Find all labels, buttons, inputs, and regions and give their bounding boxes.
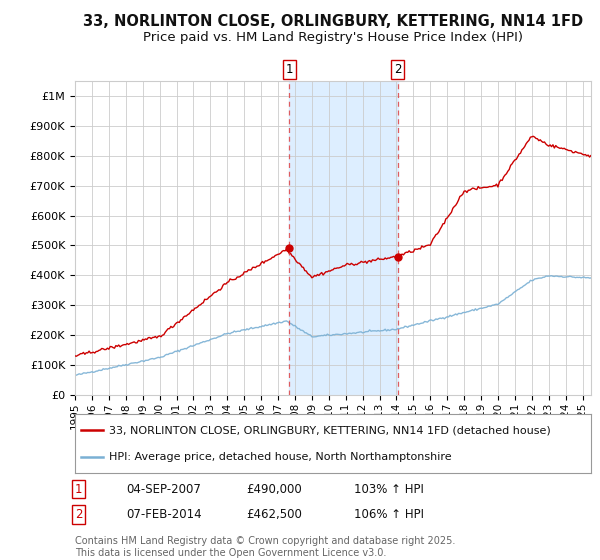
Text: 2: 2 (394, 63, 401, 76)
Text: 33, NORLINTON CLOSE, ORLINGBURY, KETTERING, NN14 1FD (detached house): 33, NORLINTON CLOSE, ORLINGBURY, KETTERI… (109, 425, 550, 435)
Text: 1: 1 (286, 63, 293, 76)
Text: £490,000: £490,000 (246, 483, 302, 496)
Text: 2: 2 (75, 508, 83, 521)
Text: 103% ↑ HPI: 103% ↑ HPI (354, 483, 424, 496)
Text: 33, NORLINTON CLOSE, ORLINGBURY, KETTERING, NN14 1FD: 33, NORLINTON CLOSE, ORLINGBURY, KETTERI… (83, 14, 583, 29)
Bar (289, 81, 398, 395)
Text: HPI: Average price, detached house, North Northamptonshire: HPI: Average price, detached house, Nort… (109, 452, 451, 463)
Text: 04-SEP-2007: 04-SEP-2007 (126, 483, 201, 496)
Text: Price paid vs. HM Land Registry's House Price Index (HPI): Price paid vs. HM Land Registry's House … (143, 31, 523, 44)
Text: £462,500: £462,500 (246, 508, 302, 521)
Text: 1: 1 (75, 483, 83, 496)
Text: 106% ↑ HPI: 106% ↑ HPI (354, 508, 424, 521)
Text: Contains HM Land Registry data © Crown copyright and database right 2025.
This d: Contains HM Land Registry data © Crown c… (75, 536, 455, 558)
Text: 07-FEB-2014: 07-FEB-2014 (126, 508, 202, 521)
